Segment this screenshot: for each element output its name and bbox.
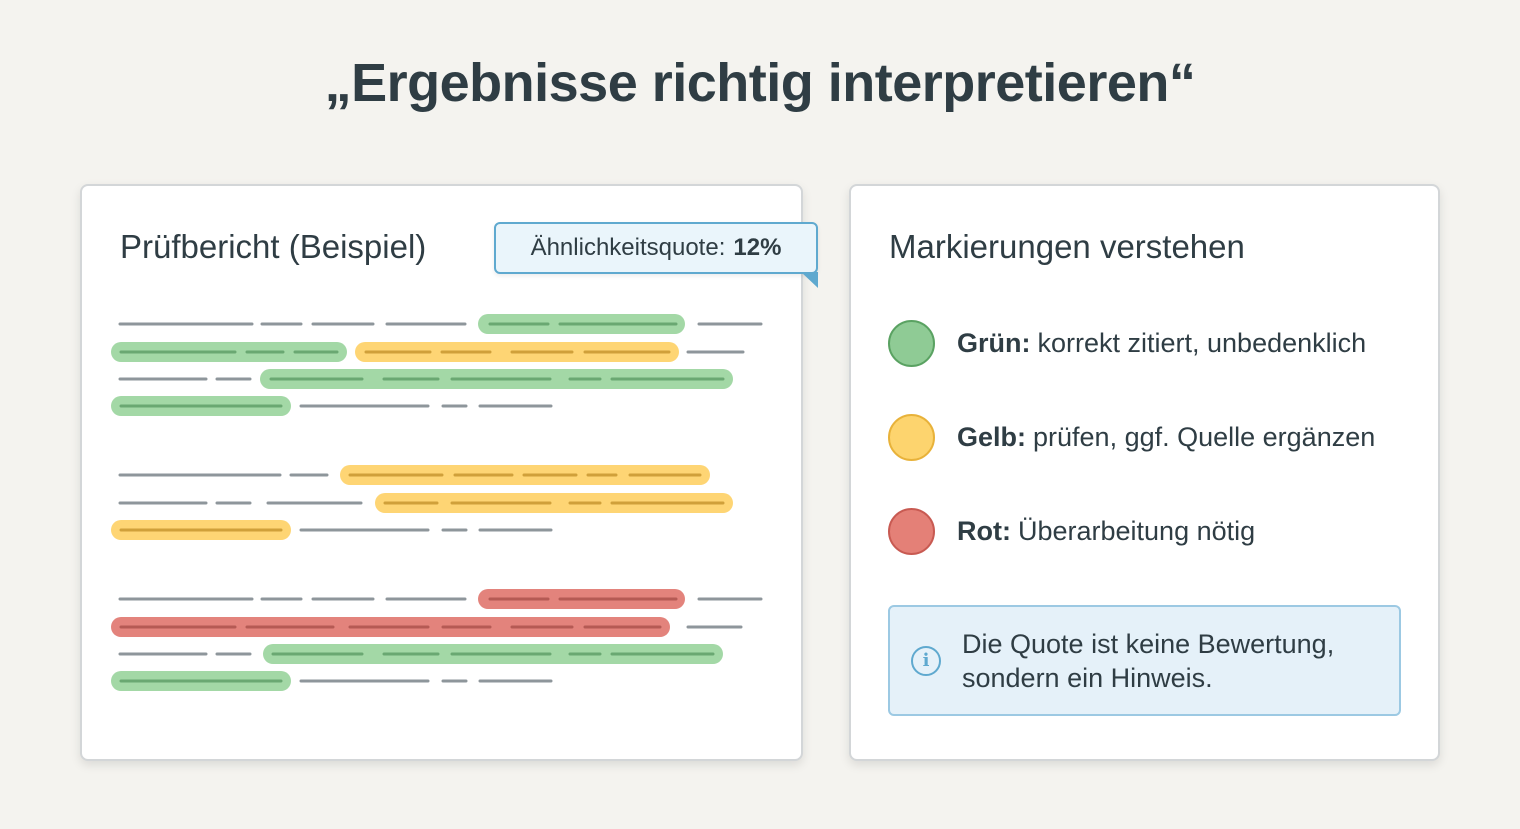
legend-label-green: Grün: (957, 328, 1031, 358)
legend-title: Markierungen verstehen (889, 228, 1245, 265)
legend-label-red: Rot: (957, 516, 1011, 546)
info-note: i Die Quote ist keine Bewertung, sondern… (888, 605, 1401, 716)
badge-pointer (801, 272, 818, 288)
yellow-dot-icon (888, 414, 935, 461)
quote-label: Ähnlichkeitsquote: (530, 234, 726, 261)
info-line-2: sondern ein Hinweis. (962, 662, 1213, 693)
red-dot-icon (888, 508, 935, 555)
legend-item-yellow: Gelb: prüfen, ggf. Quelle ergänzen (888, 414, 1375, 461)
legend-item-green: Grün: korrekt zitiert, unbedenklich (888, 320, 1366, 367)
legend-text-yellow: prüfen, ggf. Quelle ergänzen (1033, 422, 1376, 452)
green-dot-icon (888, 320, 935, 367)
legend-label-yellow: Gelb: (957, 422, 1027, 452)
quote-value: 12% (733, 234, 782, 261)
info-icon: i (911, 645, 941, 676)
legend-text-red: Überarbeitung nötig (1017, 516, 1256, 546)
legend-text-green: korrekt zitiert, unbedenklich (1037, 328, 1367, 358)
report-title: Prüfbericht (Beispiel) (120, 228, 427, 265)
similarity-quote-badge: Ähnlichkeitsquote: 12% (494, 222, 818, 274)
page-title: „Ergebnisse richtig interpretieren“ (324, 53, 1196, 113)
info-line-1: Die Quote ist keine Bewertung, (962, 628, 1335, 659)
legend-item-red: Rot: Überarbeitung nötig (888, 508, 1255, 555)
